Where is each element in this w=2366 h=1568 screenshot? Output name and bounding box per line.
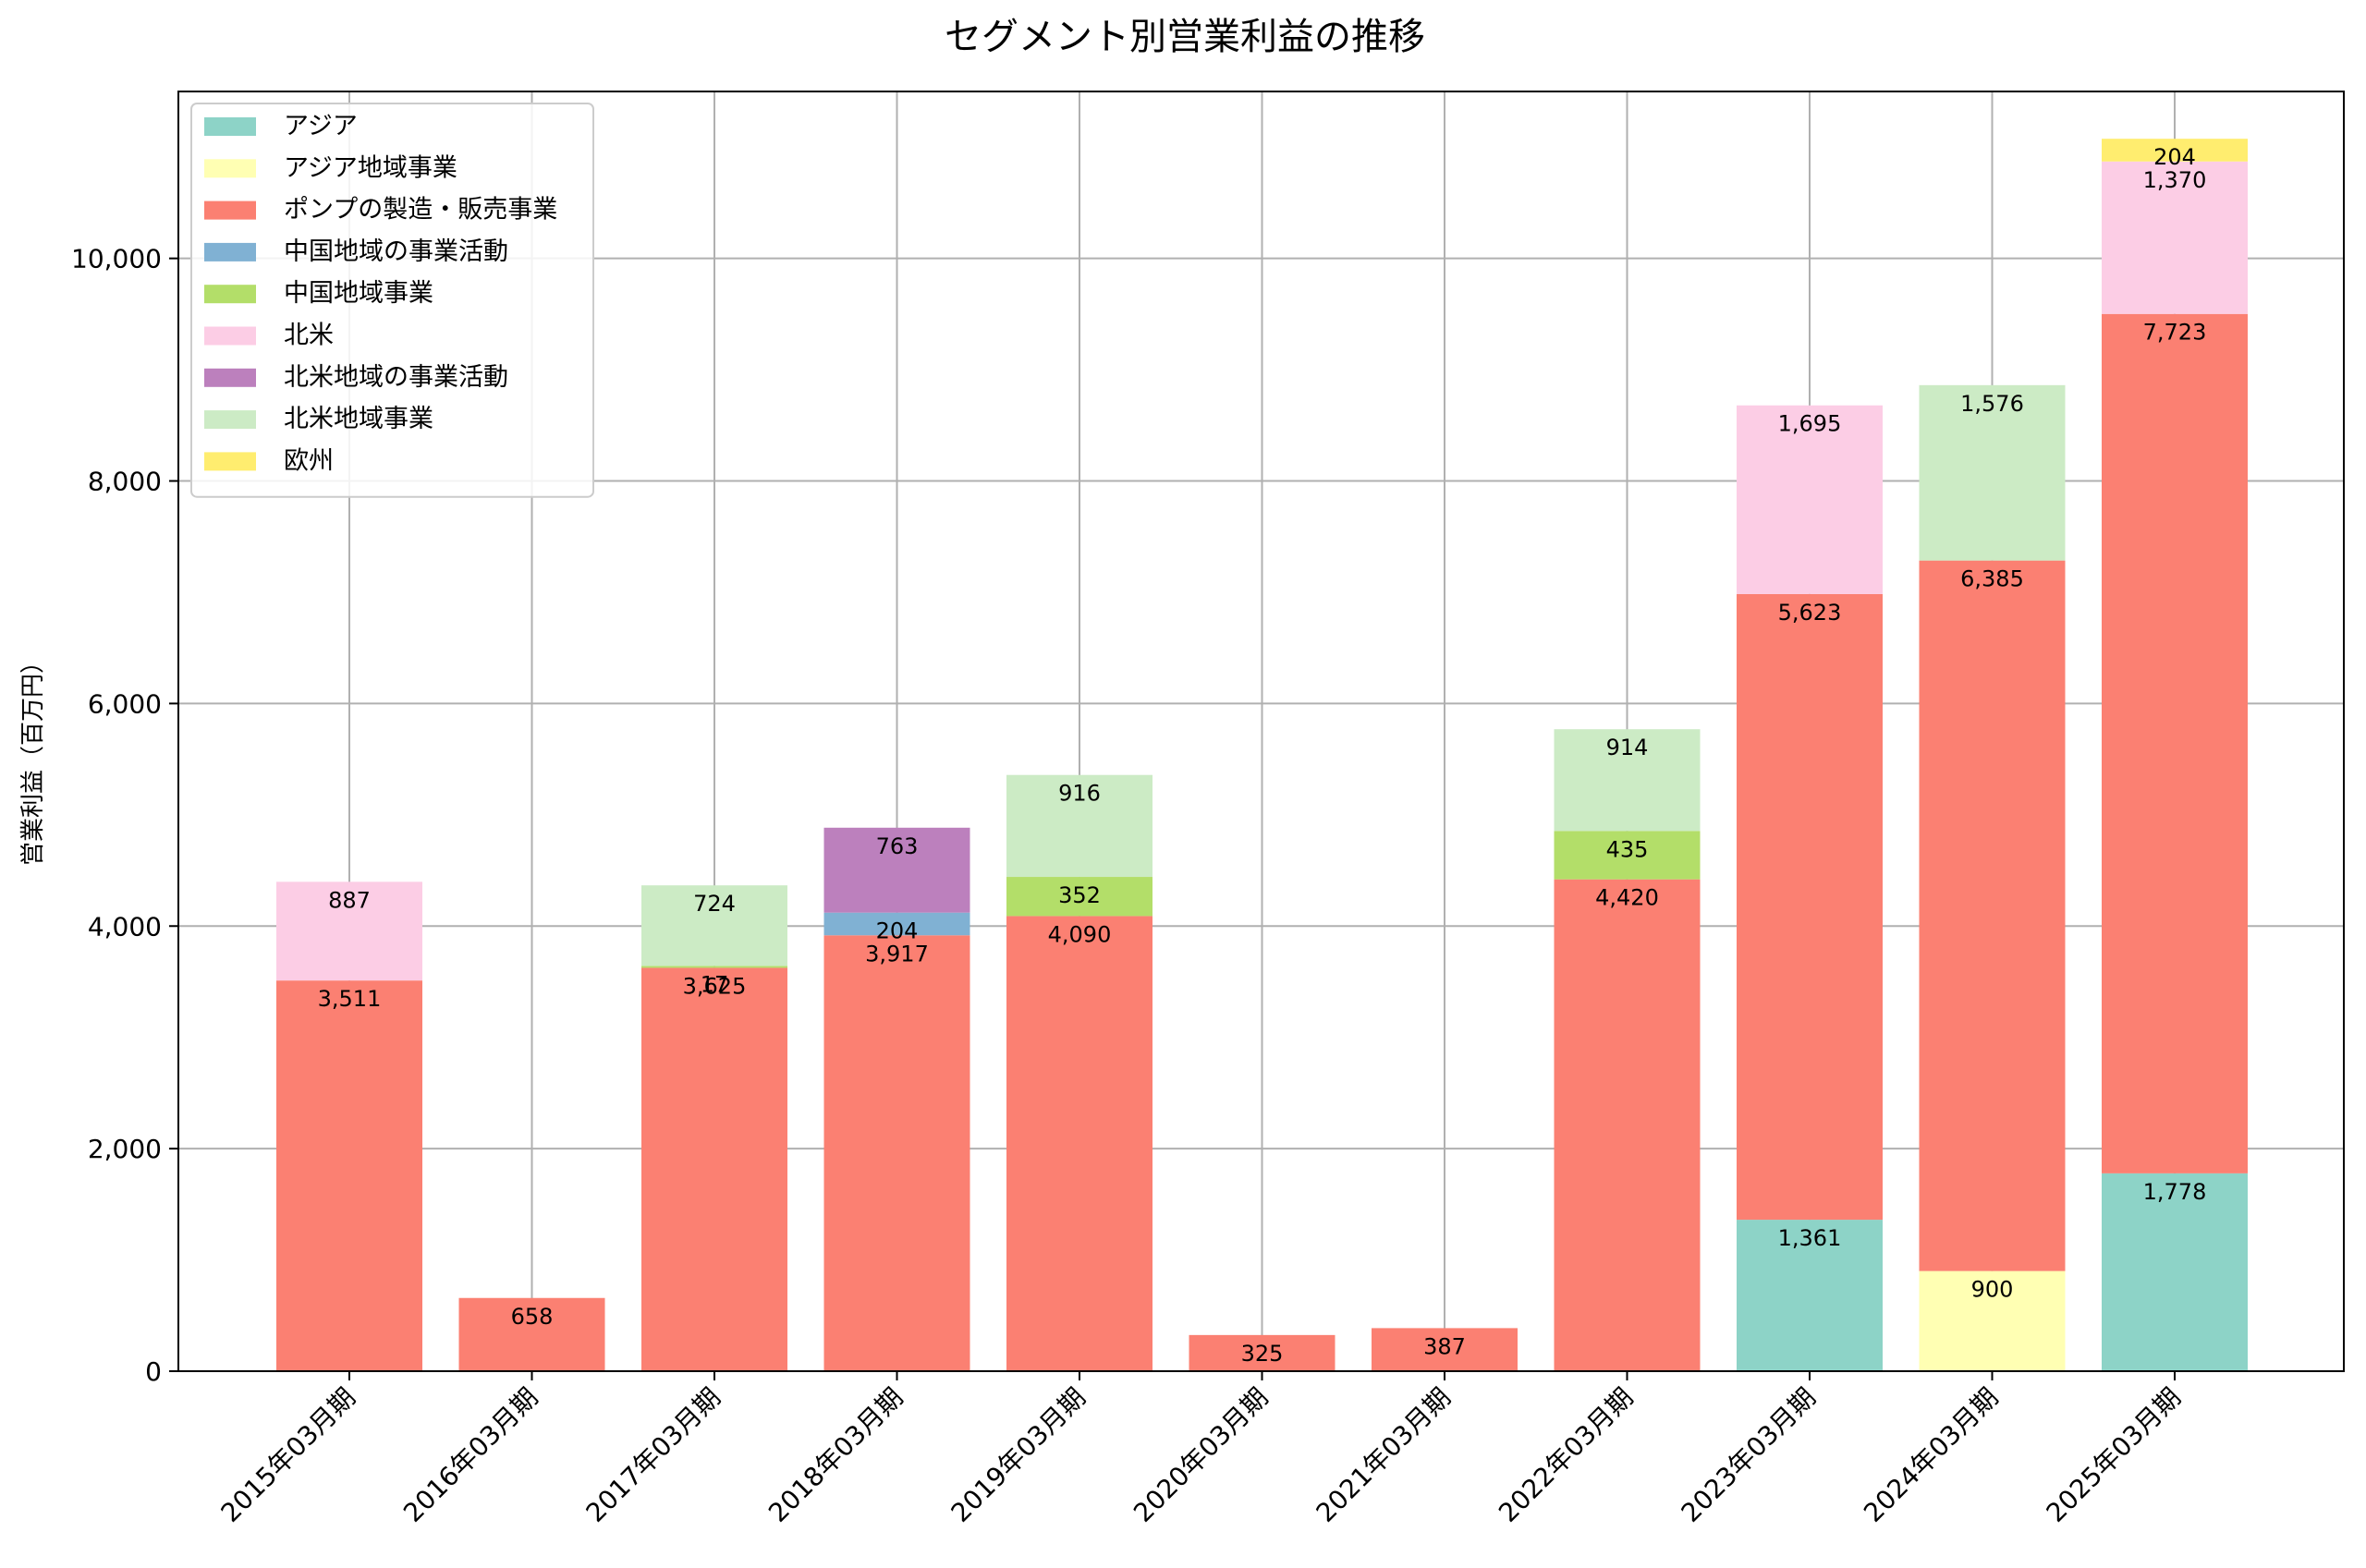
y-tick-label: 2,000 [88,1134,162,1164]
x-tick-label: 2023年03月期 [1676,1382,1822,1528]
x-tick-label: 2024年03月期 [1858,1382,2004,1528]
bar-value-label: 916 [1058,781,1101,807]
bar-segment [1006,877,1153,917]
bar-segment [458,1297,605,1371]
x-tick-label: 2022年03月期 [1493,1382,1639,1528]
bar-segment [2102,313,2248,1173]
y-tick-label: 4,000 [88,911,162,942]
bar-value-label: 3,917 [865,941,929,966]
bar-value-label: 204 [876,918,919,944]
bar-segment [1554,879,1701,1371]
bar-value-label: 914 [1606,735,1649,760]
bar-segment [641,966,787,968]
legend-label: 中国地域の事業活動 [284,237,508,266]
bar-value-label: 5,623 [1778,600,1842,626]
y-tick-label: 0 [145,1356,162,1387]
bar-segment [1737,1220,1883,1371]
bar-segment [2102,139,2248,162]
legend-label: アジア [284,112,358,140]
bar-value-label: 435 [1606,836,1649,862]
legend-swatch [204,452,256,471]
bar-value-label: 4,420 [1595,885,1659,911]
legend-swatch [204,410,256,430]
y-tick-label: 8,000 [88,467,162,497]
legend-swatch [204,201,256,220]
legend-box [190,103,594,498]
bar-value-label: 658 [511,1304,554,1330]
bar-value-label: 3,511 [318,986,382,1012]
bar-segment [823,912,970,936]
bar-value-label: 17 [701,971,729,997]
bar-value-label: 1,370 [2143,167,2207,193]
bar-segment [1189,1334,1335,1371]
legend-label: 欧州 [284,446,334,475]
bar-value-label: 3,625 [683,973,747,999]
bar-segment [1919,1270,2066,1371]
bar-segment [1006,774,1153,878]
legend: アジアアジア地域事業ポンプの製造・販売事業中国地域の事業活動中国地域事業北米北米… [190,103,594,498]
bar-value-label: 763 [876,833,919,859]
bar-value-label: 387 [1423,1333,1466,1359]
x-tick-label: 2020年03月期 [1128,1382,1274,1528]
bar-value-label: 1,778 [2143,1179,2207,1205]
legend-swatch [204,117,256,136]
bar-segment [641,885,787,966]
bar-segment [1919,384,2066,561]
x-tick-label: 2019年03月期 [945,1382,1092,1528]
bar-value-label: 325 [1241,1341,1284,1367]
bar-segment [823,935,970,1371]
bar-value-label: 4,090 [1048,921,1112,947]
bar-segment [1006,916,1153,1371]
bar-value-label: 900 [1971,1277,2014,1303]
bar-segment [276,881,422,981]
legend-swatch [204,285,256,304]
chart-title: セグメント別営業利益の推移 [945,16,1425,58]
bar-value-label: 724 [693,891,736,917]
bars-layer [276,139,2248,1371]
bar-value-label: 887 [328,887,371,913]
bar-value-label: 1,576 [1960,391,2024,417]
bar-segment [1737,405,1883,594]
bar-segment [2102,161,2248,314]
bar-value-label: 6,385 [1960,566,2024,592]
legend-label: ポンプの製造・販売事業 [284,196,557,225]
bar-value-label: 1,361 [1778,1225,1842,1251]
bar-segment [276,980,422,1371]
legend-label: 北米 [284,322,334,350]
legend-label: 北米地域事業 [284,405,433,433]
bar-segment [1919,560,2066,1271]
bar-segment [1737,593,1883,1221]
bar-labels-layer: 3,5118876583,625177243,9172047634,090352… [318,144,2207,1367]
x-tick-label: 2018年03月期 [762,1382,909,1528]
x-tick-label: 2025年03月期 [2041,1382,2187,1528]
bar-value-label: 204 [2153,144,2196,170]
y-tick-label: 6,000 [88,688,162,719]
legend-label: 北米地域の事業活動 [284,363,508,392]
bar-segment [1554,729,1701,832]
x-tick-label: 2021年03月期 [1311,1382,1457,1528]
bar-segment [823,827,970,913]
legend-label: アジア地域事業 [284,153,457,182]
legend-swatch [204,368,256,387]
bar-segment [2102,1173,2248,1371]
x-tick-label: 2015年03月期 [215,1382,361,1528]
bar-segment [1554,831,1701,880]
y-tick-label: 10,000 [71,244,162,274]
legend-swatch [204,242,256,261]
bar-value-label: 352 [1058,882,1101,908]
bar-segment [641,967,787,1371]
bar-value-label: 7,723 [2143,320,2207,346]
x-tick-label: 2016年03月期 [397,1382,543,1528]
bar-value-label: 1,695 [1778,411,1842,437]
x-tick-label: 2017年03月期 [580,1382,726,1528]
bar-segment [1372,1328,1518,1371]
legend-label: 中国地域事業 [284,279,433,308]
legend-swatch [204,326,256,346]
y-axis-label: 営業利益（百万円） [19,650,47,866]
legend-swatch [204,159,256,178]
